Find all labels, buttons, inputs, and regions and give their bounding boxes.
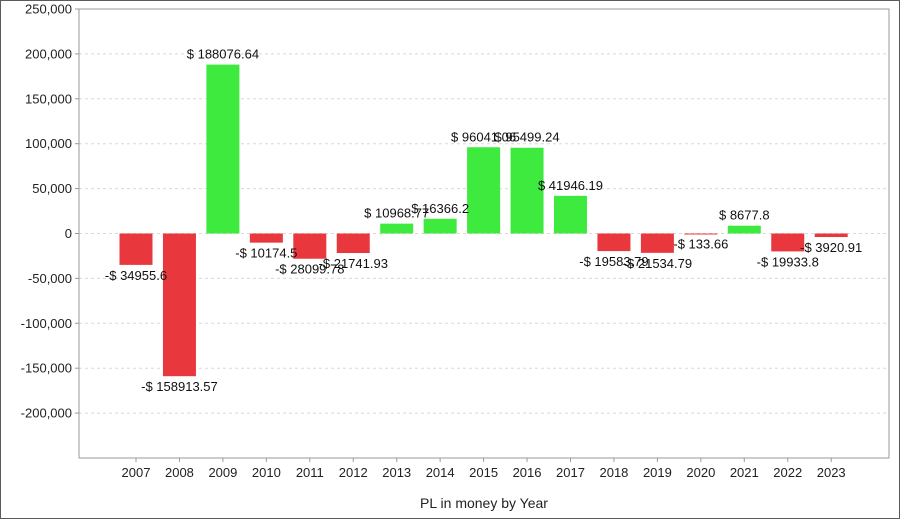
x-tick-label: 2017 [556,465,585,480]
x-tick-label: 2010 [252,465,281,480]
bar [423,218,457,234]
bar [727,225,761,234]
y-tick-label: 0 [65,226,72,241]
data-label: -$ 34955.6 [105,268,167,283]
data-label: $ 41946.19 [538,178,603,193]
x-tick-label: 2014 [426,465,455,480]
data-label: -$ 19933.8 [757,254,819,269]
x-tick-label: 2021 [730,465,759,480]
data-label: -$ 3920.91 [800,240,862,255]
x-tick-label: 2019 [643,465,672,480]
y-tick-label: 200,000 [25,46,72,61]
bar [119,233,153,265]
data-label: $ 10968.77 [364,206,429,221]
y-tick-label: 100,000 [25,136,72,151]
data-label: -$ 19583.79 [579,254,648,269]
x-tick-label: 2018 [599,465,628,480]
bar [510,147,544,234]
data-label: -$ 21534.79 [623,256,692,271]
data-label: -$ 21741.93 [319,256,388,271]
x-axis-title: PL in money by Year [420,495,548,511]
bar [771,233,805,252]
data-label: $ 16366.2 [411,201,469,216]
y-tick-label: -100,000 [21,316,72,331]
x-tick-label: 2008 [165,465,194,480]
x-tick-label: 2013 [382,465,411,480]
axes: -200,000 -150,000 -100,000 -50,000 0 50,000 10… [21,2,890,480]
data-label: $ 8677.8 [719,208,770,223]
bar [336,233,370,254]
bar [467,147,501,234]
data-label: $ 188076.64 [187,47,259,62]
data-label: -$ 133.66 [673,237,728,252]
data-labels: -$ 34955.6 -$ 158913.57 $ 188076.64 -$ 1017… [105,47,862,395]
bars [119,64,848,377]
x-tick-label: 2020 [686,465,715,480]
data-label: -$ 158913.57 [141,379,218,394]
y-tick-label: 250,000 [25,2,72,17]
bar [640,233,674,253]
x-tick-label: 2015 [469,465,498,480]
bar [554,195,587,234]
data-label: -$ 28099.78 [275,262,344,277]
y-tick-label: -50,000 [28,271,72,286]
x-tick-label: 2007 [122,465,151,480]
y-tick-label: -150,000 [21,361,72,376]
bar [162,233,196,377]
bar [684,233,718,235]
x-tick-label: 2022 [773,465,802,480]
bar [293,233,327,259]
x-tick-label: 2016 [513,465,542,480]
data-label: $ 95499.24 [495,130,560,145]
x-tick-label: 2009 [208,465,237,480]
bar [249,233,283,243]
bar [206,64,240,234]
bar [814,233,848,238]
bar [380,223,414,234]
y-tick-label: -200,000 [21,406,72,421]
x-tick-label: 2011 [296,465,324,480]
grid-lines [79,53,889,414]
x-tick-label: 2012 [339,465,368,480]
data-label: -$ 10174.5 [235,246,297,261]
bar [597,233,631,252]
x-tick-label: 2023 [817,465,846,480]
y-tick-label: 50,000 [32,181,72,196]
data-label: $ 96041.06 [451,129,516,144]
y-tick-label: 150,000 [25,91,72,106]
